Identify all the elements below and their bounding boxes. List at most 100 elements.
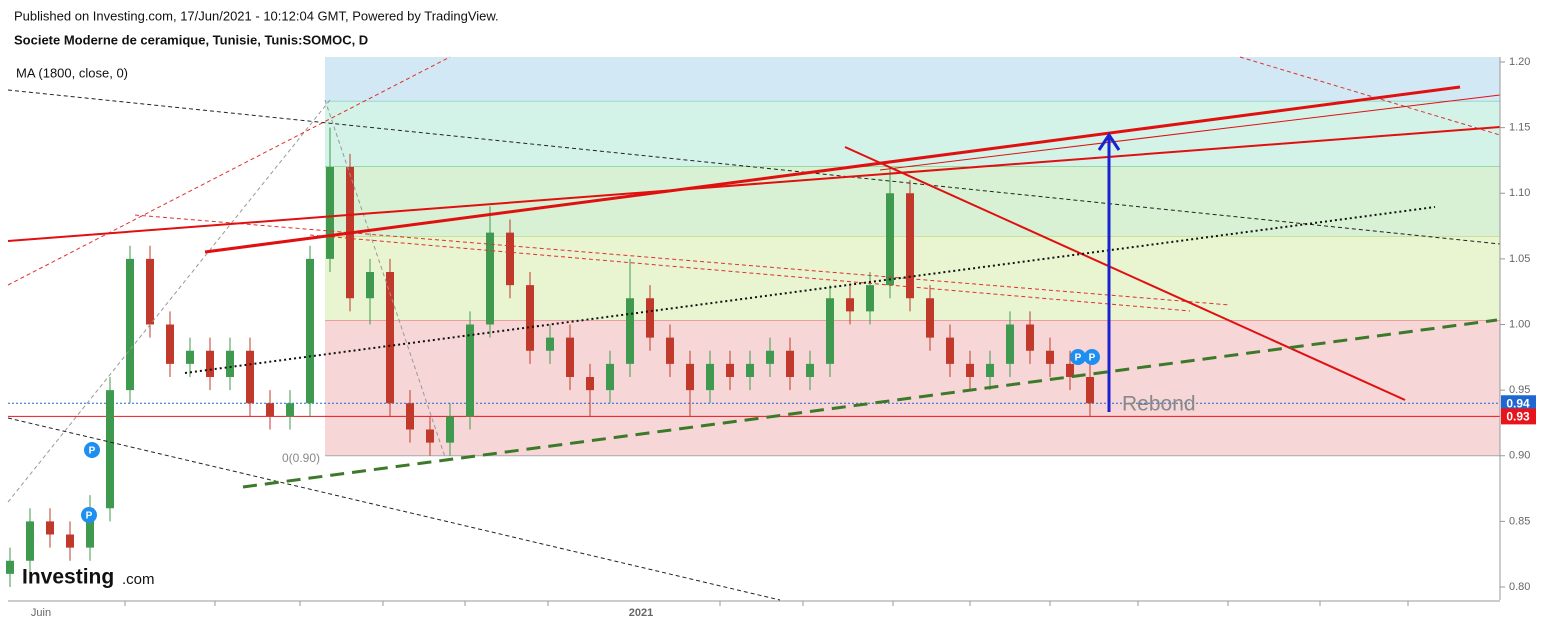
logo-suffix: .com [122,571,155,588]
trend-line [7,56,451,286]
candle-body [86,508,94,548]
support-line [242,318,1498,489]
y-tick-label: 0.85 [1509,515,1530,527]
candle-body [846,298,854,312]
candle-body [886,193,894,286]
y-tick-label: 1.20 [1509,56,1530,68]
chart-title: Societe Moderne de ceramique, Tunisie, T… [14,32,368,47]
candle-body [6,560,14,574]
candle-body [206,350,214,377]
trend-line [1239,56,1501,136]
candle-body [406,403,414,430]
logo-brand: Investing [22,566,114,589]
y-tick-label: 1.00 [1509,318,1530,330]
candle-body [1006,324,1014,364]
candle-body [126,258,134,391]
trend-line [7,99,331,503]
candle-body [906,193,914,299]
candle-body [686,363,694,391]
candle-body [946,337,954,364]
candle-body [286,403,294,417]
candle-body [586,377,594,391]
logo: Investing .com [22,566,155,589]
trend-line [204,85,1461,254]
candle-body [766,350,774,364]
price-tag-label: 0.94 [1506,396,1530,410]
y-tick-label: 0.95 [1509,384,1530,396]
event-marker [1070,349,1086,365]
candle-body [146,258,154,325]
candle-body [566,337,574,377]
candle-body [366,272,374,299]
x-tick-label: Juin [31,607,51,619]
candle-body [866,285,874,312]
candle-body [26,521,34,561]
trend-line [7,126,1501,242]
indicator-label: MA (1800, close, 0) [16,65,128,80]
candle-body [606,363,614,391]
candle-body [166,324,174,364]
plot [6,127,1500,587]
fib-zone [325,101,1500,167]
event-marker-label: P [89,446,96,457]
candle-body [226,350,234,377]
candle-body [1026,324,1034,351]
candle-body [666,337,674,364]
published-line: Published on Investing.com, 17/Jun/2021 … [14,8,499,23]
candle-body [326,167,334,259]
candle-body [46,521,54,535]
candle-body [306,258,314,404]
x-tick-label: 2021 [629,607,653,619]
candle-body [546,337,554,351]
price-tag [1501,408,1536,425]
trend-line [844,146,1406,401]
candle-body [106,390,114,509]
candle-body [466,324,474,417]
drawings [7,56,1501,601]
candle-body [1066,363,1074,377]
candle-body [806,363,814,377]
ma-line [184,206,1436,374]
trend-line [7,89,1501,245]
y-tick-label: 1.05 [1509,253,1530,265]
fib-zone [325,320,1500,456]
candle-body [746,363,754,377]
event-markers: PPP P [81,349,1100,523]
trend-line [309,234,1191,312]
event-marker [84,442,100,458]
annotation: Rebond [1122,393,1196,416]
y-tick-label: 1.10 [1509,187,1530,199]
candle-body [506,232,514,286]
candle-body [1086,377,1094,404]
fib-zone [325,57,1500,102]
candle-body [786,350,794,377]
y-tick-label: 0.90 [1509,450,1530,462]
event-marker [81,507,97,523]
candle-body [186,350,194,364]
candle-body [726,363,734,377]
trend-line [7,417,781,601]
event-marker [1084,349,1100,365]
candle-body [446,416,454,443]
candle-body [426,429,434,443]
candle-body [986,363,994,377]
candle-body [246,350,254,404]
arrow-head [1097,132,1121,151]
candle-body [1046,350,1054,364]
candle-body [826,298,834,364]
candle-body [486,232,494,325]
trend-line [879,94,1501,171]
candle-body [926,298,934,338]
candle-body [646,298,654,338]
candle-body [526,285,534,351]
event-marker-label: P [1075,353,1082,364]
price-tag [1501,395,1536,412]
x-axis-ticks [124,601,1409,606]
candle-body [266,403,274,417]
event-marker-label: P [86,511,93,522]
y-tick-label: 1.15 [1509,122,1530,134]
candle-body [626,298,634,364]
event-marker-label: P [1089,353,1096,364]
y-tick-label: 0.80 [1509,581,1530,593]
